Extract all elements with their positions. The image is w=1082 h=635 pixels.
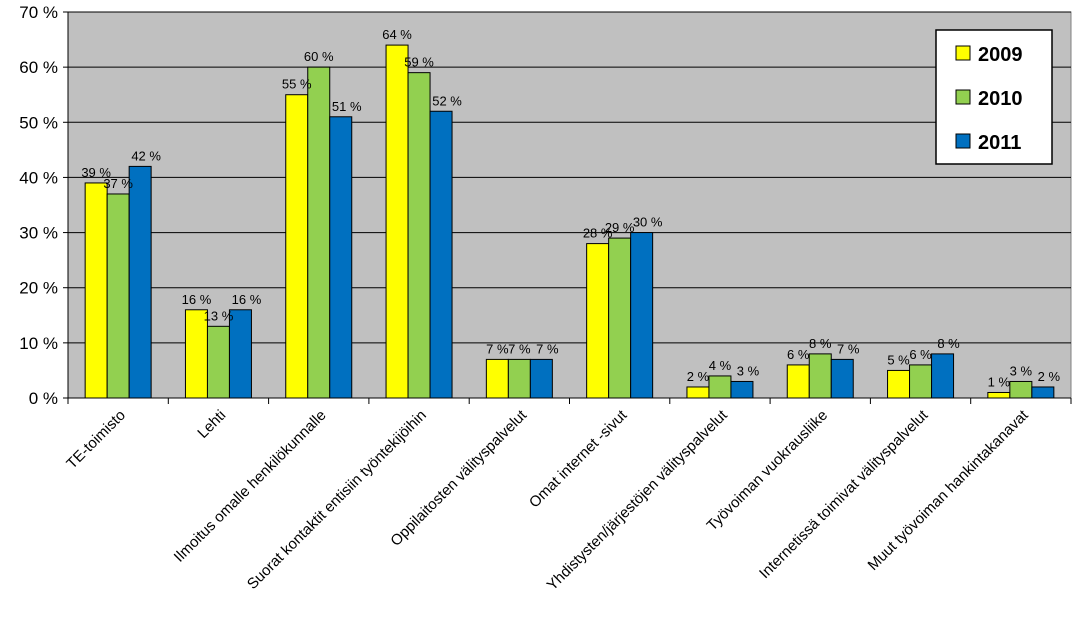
- x-category-label: Lehti: [194, 407, 229, 442]
- data-label: 2 %: [1038, 369, 1061, 384]
- data-label: 52 %: [432, 93, 462, 108]
- x-category-label: Omat internet -sivut: [526, 406, 631, 511]
- bar-2011: [730, 380, 754, 399]
- data-label: 37 %: [103, 176, 133, 191]
- data-label: 6 %: [787, 347, 810, 362]
- bar-2011: [630, 232, 654, 399]
- bar-2011: [830, 358, 854, 399]
- data-label: 51 %: [332, 99, 362, 114]
- bar-2009: [987, 391, 1011, 399]
- y-tick-label: 30 %: [19, 224, 58, 243]
- legend-swatch-2009: [955, 45, 971, 61]
- data-label: 16 %: [182, 292, 212, 307]
- bar-2010: [909, 364, 933, 399]
- data-label: 5 %: [887, 352, 910, 367]
- y-tick-label: 0 %: [29, 389, 58, 408]
- bar-2010: [106, 193, 130, 399]
- bar-2009: [686, 386, 710, 399]
- x-category-label: Internetissä toimivat välityspalvelut: [756, 406, 932, 582]
- bar-2009: [586, 243, 610, 399]
- bar-2010: [808, 353, 832, 399]
- data-label: 28 %: [583, 226, 613, 241]
- data-label: 7 %: [536, 341, 559, 356]
- bar-2010: [1009, 380, 1033, 399]
- data-label: 2 %: [687, 369, 710, 384]
- legend-label-2009: 2009: [978, 44, 1023, 66]
- data-label: 3 %: [1010, 363, 1033, 378]
- bar-2011: [329, 116, 353, 399]
- y-tick-label: 10 %: [19, 334, 58, 353]
- y-tick-label: 60 %: [19, 58, 58, 77]
- data-labels: 39 %16 %55 %64 %7 %28 %2 %6 % 5 %1 %37 %1…: [81, 27, 1060, 389]
- data-label: 7 %: [837, 341, 860, 356]
- data-label: 8 %: [809, 336, 832, 351]
- data-label: 1 %: [988, 374, 1011, 389]
- data-label: 8 %: [937, 336, 960, 351]
- data-label: 42 %: [131, 148, 161, 163]
- bar-2009: [786, 364, 810, 399]
- bar-2011: [429, 110, 453, 399]
- data-label: 30 %: [633, 215, 663, 230]
- bar-2010: [407, 72, 431, 399]
- bar-2009: [385, 44, 409, 399]
- bar-2011: [1031, 386, 1055, 399]
- bars: [84, 44, 1055, 399]
- legend: 2009 2010 2011: [935, 29, 1053, 165]
- y-tick-label: 20 %: [19, 279, 58, 298]
- legend-swatch-2010: [955, 89, 971, 105]
- data-label: 60 %: [304, 49, 334, 64]
- bar-2010: [206, 325, 230, 399]
- bar-2010: [708, 375, 732, 399]
- bar-2010: [608, 237, 632, 399]
- data-label: 16 %: [232, 292, 262, 307]
- x-category-label: Yhdistysten/järjestöjen välityspalvelut: [544, 406, 732, 594]
- data-label: 55 %: [282, 77, 312, 92]
- y-tick-label: 50 %: [19, 113, 58, 132]
- data-label: 59 %: [404, 55, 434, 70]
- data-label: 64 %: [382, 27, 412, 42]
- legend-label-2011: 2011: [978, 132, 1021, 154]
- bar-2011: [529, 358, 553, 399]
- data-label: 7 %: [486, 341, 509, 356]
- y-tick-label: 40 %: [19, 168, 58, 187]
- data-label: 29 %: [605, 220, 635, 235]
- bar-2011: [931, 353, 955, 399]
- data-label: 4 %: [709, 358, 732, 373]
- legend-box: [935, 29, 1053, 165]
- bar-2009: [84, 182, 108, 399]
- x-category-label: Suorat kontaktit entisiin työntekijöihin: [244, 407, 430, 593]
- data-label: 6 %: [909, 347, 932, 362]
- legend-label-2010: 2010: [978, 88, 1023, 110]
- bar-2009: [485, 358, 509, 399]
- bar-2009: [887, 369, 911, 399]
- y-tick-label: 70 %: [19, 3, 58, 22]
- x-category-label: Muut työvoiman hankintakanavat: [865, 406, 1033, 574]
- data-label: 39 %: [81, 165, 111, 180]
- bar-2011: [128, 165, 152, 399]
- data-label: 13 %: [204, 308, 234, 323]
- bar-2010: [307, 66, 331, 399]
- bar-2010: [507, 358, 531, 399]
- bar-2009: [285, 94, 309, 399]
- data-label: 7 %: [508, 341, 531, 356]
- data-label: 3 %: [737, 363, 760, 378]
- x-category-label: TE-toimisto: [63, 407, 129, 473]
- legend-swatch-2011: [955, 133, 971, 149]
